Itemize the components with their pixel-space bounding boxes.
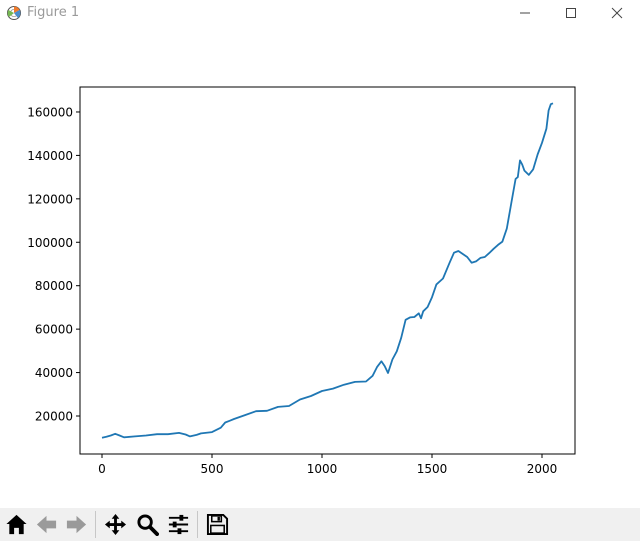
save-button[interactable]: [203, 510, 232, 539]
x-tick-label: 2000: [527, 462, 558, 476]
x-tick-label: 500: [201, 462, 224, 476]
back-button[interactable]: [32, 510, 61, 539]
sliders-icon: [168, 514, 189, 535]
window-title: Figure 1: [27, 5, 80, 20]
magnifier-icon: [137, 514, 159, 536]
arrow-right-icon: [66, 515, 87, 534]
forward-button[interactable]: [62, 510, 91, 539]
y-tick-label: 20000: [35, 409, 73, 423]
navigation-toolbar: [0, 508, 640, 541]
pan-button[interactable]: [101, 510, 130, 539]
y-tick-label: 60000: [35, 323, 73, 337]
x-tick-label: 0: [98, 462, 106, 476]
move-icon: [104, 513, 127, 536]
x-tick-label: 1500: [417, 462, 448, 476]
y-tick-label: 120000: [27, 192, 73, 206]
axes-frame: [79, 86, 576, 455]
series-line-0: [101, 102, 554, 439]
floppy-disk-icon: [206, 513, 229, 536]
title-bar: Figure 1: [0, 0, 640, 26]
y-tick-label: 40000: [35, 366, 73, 380]
home-icon: [6, 514, 27, 535]
ticks-layer: 0 500 1000 1500 2000 20000 40000 60000 80000 1000…: [27, 105, 557, 476]
toolbar-separator: [197, 511, 198, 538]
toolbar-separator: [95, 511, 96, 538]
y-tick-label: 100000: [27, 236, 73, 250]
y-tick-label: 80000: [35, 279, 73, 293]
matplotlib-logo-icon: [6, 5, 22, 21]
y-tick-label: 140000: [27, 149, 73, 163]
maximize-icon: [566, 8, 576, 18]
line-chart: 0 500 1000 1500 2000 20000 40000 60000 80000 1000…: [27, 86, 576, 476]
zoom-button[interactable]: [133, 510, 162, 539]
figure-canvas[interactable]: 0 500 1000 1500 2000 20000 40000 60000 80000 1000…: [0, 26, 640, 508]
series-layer: [101, 102, 554, 439]
maximize-button[interactable]: [548, 0, 594, 26]
home-button[interactable]: [2, 510, 31, 539]
arrow-left-icon: [36, 515, 57, 534]
configure-subplots-button[interactable]: [164, 510, 193, 539]
close-button[interactable]: [594, 0, 640, 26]
x-tick-label: 1000: [307, 462, 338, 476]
minimize-icon: [520, 12, 530, 14]
close-icon: [611, 7, 623, 19]
y-tick-label: 160000: [27, 105, 73, 119]
minimize-button[interactable]: [502, 0, 548, 26]
